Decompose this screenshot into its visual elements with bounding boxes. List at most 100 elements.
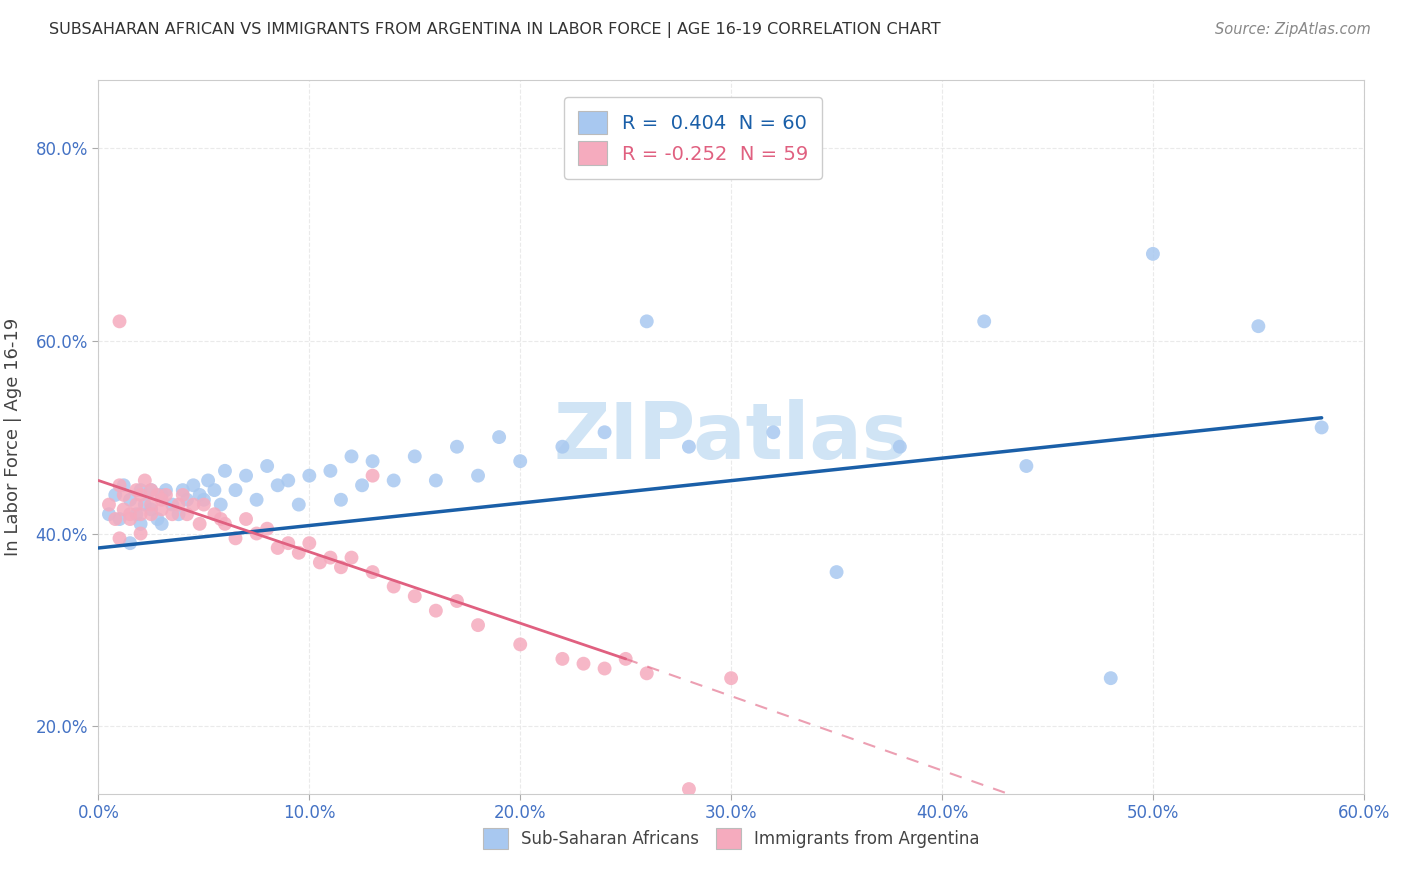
Point [108, 314, 131, 328]
Point [141, 502, 163, 516]
Point [209, 512, 232, 526]
Point [825, 565, 848, 579]
Point [112, 502, 135, 516]
Point [209, 498, 232, 512]
Point [176, 492, 198, 507]
Point [98, 498, 121, 512]
Point [467, 468, 489, 483]
Point [98, 507, 121, 521]
Point [125, 498, 148, 512]
Point [636, 314, 658, 328]
Point [141, 483, 163, 497]
Point [167, 498, 190, 512]
Point [197, 474, 219, 488]
Point [193, 498, 215, 512]
Point [108, 512, 131, 526]
Point [172, 488, 194, 502]
Point [214, 464, 236, 478]
Point [188, 516, 211, 531]
Point [762, 425, 785, 440]
Point [155, 488, 177, 502]
Point [319, 550, 342, 565]
Point [150, 492, 173, 507]
Point [155, 483, 177, 497]
Point [256, 522, 278, 536]
Legend: Sub-Saharan Africans, Immigrants from Argentina: Sub-Saharan Africans, Immigrants from Ar… [474, 820, 988, 857]
Text: ZIPatlas: ZIPatlas [554, 399, 908, 475]
Point [404, 450, 426, 464]
Point [319, 464, 342, 478]
Point [225, 532, 247, 546]
Text: SUBSAHARAN AFRICAN VS IMMIGRANTS FROM ARGENTINA IN LABOR FORCE | AGE 16-19 CORRE: SUBSAHARAN AFRICAN VS IMMIGRANTS FROM AR… [49, 22, 941, 38]
Point [108, 532, 131, 546]
Point [256, 458, 278, 473]
Point [183, 498, 205, 512]
Point [636, 666, 658, 681]
Point [129, 483, 152, 497]
Point [150, 488, 173, 502]
Point [214, 516, 236, 531]
Point [141, 507, 163, 521]
Point [204, 507, 226, 521]
Point [446, 594, 468, 608]
Point [141, 483, 163, 497]
Point [146, 512, 169, 526]
Point [104, 512, 127, 526]
Point [1015, 458, 1038, 473]
Point [112, 478, 135, 492]
Point [1247, 319, 1270, 334]
Point [309, 556, 332, 570]
Point [382, 580, 405, 594]
Point [340, 450, 363, 464]
Point [246, 492, 269, 507]
Point [104, 488, 127, 502]
Point [277, 474, 299, 488]
Point [176, 507, 198, 521]
Point [141, 498, 163, 512]
Point [1310, 420, 1333, 434]
Point [134, 498, 156, 512]
Point [298, 468, 321, 483]
Point [287, 546, 309, 560]
Point [108, 478, 131, 492]
Point [509, 454, 531, 468]
Point [678, 440, 700, 454]
Point [720, 671, 742, 685]
Point [446, 440, 468, 454]
Point [172, 483, 194, 497]
Point [425, 604, 447, 618]
Point [340, 550, 363, 565]
Point [267, 478, 290, 492]
Point [287, 498, 309, 512]
Point [125, 483, 148, 497]
Point [361, 565, 384, 579]
Point [235, 468, 257, 483]
Point [593, 425, 616, 440]
Point [330, 560, 353, 574]
Point [193, 492, 215, 507]
Point [298, 536, 321, 550]
Point [235, 512, 257, 526]
Point [551, 440, 574, 454]
Point [572, 657, 595, 671]
Point [382, 474, 405, 488]
Text: Source: ZipAtlas.com: Source: ZipAtlas.com [1215, 22, 1371, 37]
Point [112, 488, 135, 502]
Point [150, 516, 173, 531]
Point [614, 652, 637, 666]
Point [129, 516, 152, 531]
Point [1099, 671, 1122, 685]
Point [167, 507, 190, 521]
Point [330, 492, 353, 507]
Point [425, 474, 447, 488]
Point [593, 661, 616, 675]
Point [146, 488, 169, 502]
Point [120, 507, 141, 521]
Point [120, 512, 141, 526]
Point [551, 652, 574, 666]
Point [204, 483, 226, 497]
Point [488, 430, 510, 444]
Y-axis label: In Labor Force | Age 16-19: In Labor Force | Age 16-19 [4, 318, 21, 557]
Point [267, 541, 290, 555]
Point [125, 507, 148, 521]
